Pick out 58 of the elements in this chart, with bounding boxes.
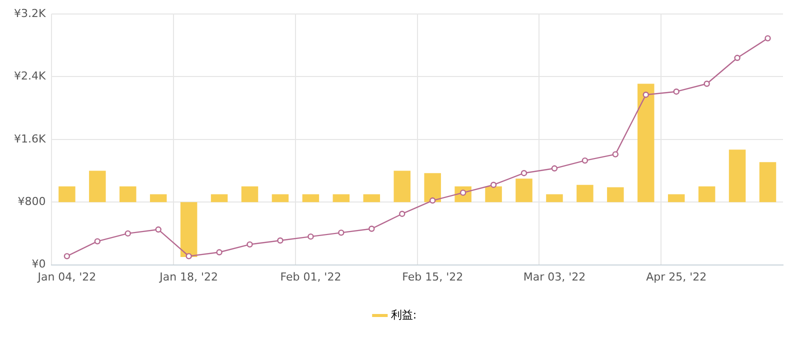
point: [64, 253, 70, 260]
point: [673, 88, 680, 95]
bar: [332, 194, 350, 202]
bar: [272, 194, 289, 202]
point: [277, 237, 284, 244]
bar: [363, 194, 380, 202]
x-tick-label: Mar 03, '22: [523, 270, 586, 284]
point: [368, 226, 375, 232]
point: [764, 35, 771, 42]
point: [551, 165, 558, 172]
bar: [302, 194, 320, 202]
point: [216, 249, 222, 256]
bar: [424, 173, 441, 202]
bar: [668, 194, 685, 202]
bar: [485, 186, 502, 202]
y-tick-label: ¥1.6K: [14, 132, 46, 146]
bar: [638, 84, 654, 202]
point: [338, 230, 344, 236]
point: [308, 233, 314, 240]
point: [155, 226, 162, 233]
point: [186, 253, 192, 260]
bar: [576, 184, 594, 202]
bar: [759, 162, 776, 202]
point: [246, 241, 253, 248]
bar: [394, 170, 410, 202]
x-tick-label: Feb 01, '22: [280, 270, 342, 284]
x-tick-label: Jan 04, '22: [36, 270, 96, 284]
bar: [607, 187, 624, 202]
bar: [241, 186, 258, 202]
bar: [516, 178, 532, 202]
bar: [728, 150, 746, 202]
point: [124, 230, 131, 237]
bar: [210, 194, 228, 202]
point: [734, 54, 740, 61]
bar: [150, 194, 167, 202]
point: [582, 157, 588, 164]
point: [642, 92, 649, 98]
x-tick-label: Apr 25, '22: [646, 270, 707, 284]
point: [704, 80, 710, 87]
bar: [180, 202, 198, 257]
bar: [546, 194, 563, 202]
y-tick-label: ¥2.4K: [14, 70, 46, 83]
point: [94, 238, 101, 244]
bar: [698, 186, 716, 202]
x-tick-label: Jan 18, '22: [158, 270, 218, 284]
y-tick-label: ¥3.2K: [14, 6, 46, 20]
x-tick-label: Feb 15, '22: [402, 270, 464, 284]
legend-label: 利益:: [390, 308, 417, 322]
y-tick-label: ¥800: [18, 194, 46, 208]
point: [520, 170, 528, 176]
bar: [58, 186, 76, 202]
bar: [89, 170, 106, 202]
point: [490, 182, 497, 188]
point: [429, 197, 436, 204]
y-tick-label: ¥0: [32, 258, 46, 271]
bar: [120, 186, 136, 202]
point: [612, 151, 619, 158]
point: [399, 210, 406, 217]
